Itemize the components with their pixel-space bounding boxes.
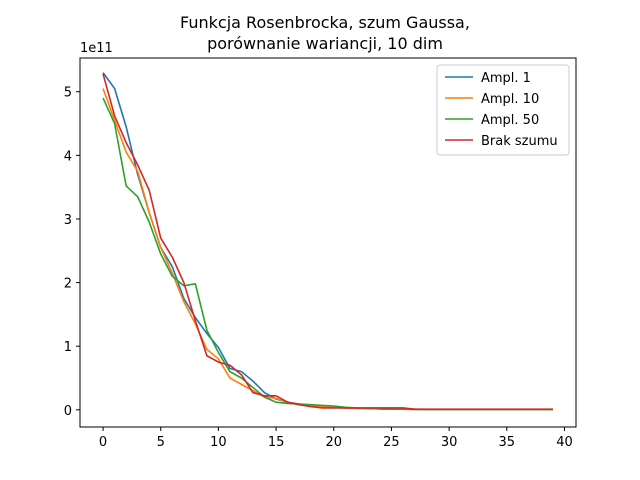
plot-frame <box>79 57 577 428</box>
x-tick-label: 20 <box>325 435 342 450</box>
x-tick-label: 0 <box>99 435 107 450</box>
y-tick-label: 4 <box>64 149 72 164</box>
y-tick-label: 3 <box>64 213 72 228</box>
y-tick-label: 5 <box>64 86 72 101</box>
y-tick-label: 0 <box>64 404 72 419</box>
x-tick-label: 25 <box>383 435 400 450</box>
legend-label: Ampl. 10 <box>481 92 539 107</box>
x-tick-label: 40 <box>556 435 573 450</box>
y-tick-label: 2 <box>64 277 72 292</box>
legend-label: Brak szumu <box>481 134 558 149</box>
x-tick-label: 10 <box>210 435 227 450</box>
y-tick-label: 1 <box>64 340 72 355</box>
series-layer <box>102 72 553 411</box>
x-tick-label: 30 <box>441 435 458 450</box>
x-tick-label: 15 <box>268 435 285 450</box>
legend-label: Ampl. 1 <box>481 71 531 86</box>
x-tick-label: 5 <box>157 435 165 450</box>
legend: Ampl. 1 Ampl. 10 Ampl. 50 Brak szumu <box>436 64 570 156</box>
series-line <box>102 73 553 410</box>
x-axis: 0 5 10 15 20 25 30 35 40 <box>99 427 573 450</box>
chart-title-line2: porównanie wariancji, 10 dim <box>207 34 443 53</box>
y-offset-label: 1e11 <box>80 41 113 56</box>
legend-label: Ampl. 50 <box>481 113 539 128</box>
x-tick-label: 35 <box>499 435 516 450</box>
y-axis: 0 1 2 3 4 5 <box>64 86 80 419</box>
legend-box <box>436 64 570 156</box>
chart-title-line1: Funkcja Rosenbrocka, szum Gaussa, <box>180 13 470 32</box>
